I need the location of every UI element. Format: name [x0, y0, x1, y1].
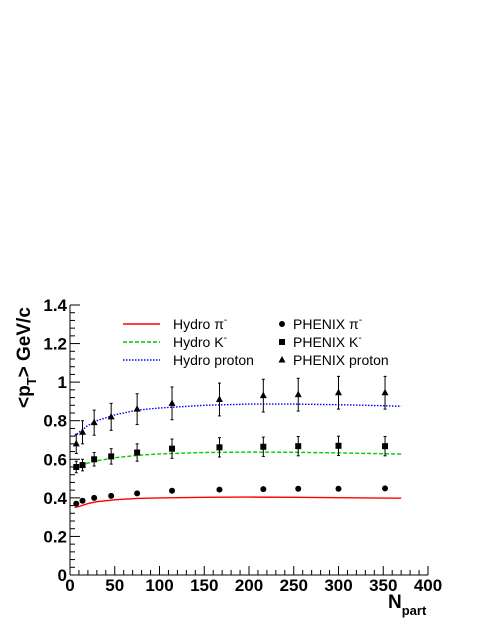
- y-axis-title-subscript: T: [24, 377, 39, 385]
- x-tick-label: 300: [324, 576, 352, 595]
- plot-frame: [69, 305, 428, 576]
- legend-label-phenix: PHENIX K-: [293, 333, 362, 350]
- data-point-1: [335, 442, 342, 449]
- y-axis-title-rest: > GeV/c: [14, 307, 35, 378]
- y-tick-label: 1.2: [43, 335, 67, 354]
- y-tick-label: 0.6: [43, 450, 67, 469]
- x-axis-title-subscript: part: [402, 603, 427, 618]
- x-tick-label: 0: [65, 576, 74, 595]
- phenix-points: [72, 375, 389, 507]
- data-point-0: [169, 487, 176, 494]
- legend-marker-phenix: [279, 321, 285, 327]
- data-point-1: [260, 443, 267, 450]
- legend-label-phenix: PHENIX proton: [293, 352, 389, 368]
- data-point-1: [169, 445, 176, 452]
- y-tick-label: 0: [58, 566, 67, 585]
- legend-label-phenix: PHENIX π-: [293, 315, 362, 332]
- x-tick-label: 400: [414, 576, 442, 595]
- data-point-1: [108, 453, 115, 460]
- y-tick-label: 0.8: [43, 412, 67, 431]
- data-point-1: [91, 456, 98, 463]
- data-point-0: [335, 485, 342, 492]
- data-point-1: [73, 464, 80, 470]
- data-point-0: [382, 485, 389, 492]
- y-tick-label: 0.4: [43, 489, 67, 508]
- data-point-2: [335, 388, 342, 396]
- data-point-2: [90, 418, 98, 426]
- legend-label-hydro: Hydro proton: [173, 352, 254, 368]
- data-point-2: [168, 399, 176, 406]
- y-tick-label: 0.2: [43, 527, 67, 546]
- data-point-0: [73, 500, 80, 507]
- x-axis: 0 50 100 150 200 250 300 350 400: [65, 566, 442, 595]
- x-tick-label: 250: [280, 576, 308, 595]
- y-axis: 0 0.2 0.4 0.6 0.8 1 1.2 1.4: [43, 296, 80, 585]
- data-point-1: [382, 443, 389, 450]
- hydro-curve-2: [74, 403, 402, 437]
- data-point-0: [295, 485, 302, 492]
- hydro-curve-1: [74, 451, 402, 468]
- x-tick-label: 100: [145, 576, 173, 595]
- legend-label-hydro: Hydro K-: [173, 333, 227, 350]
- x-tick-label: 350: [369, 576, 397, 595]
- data-point-0: [91, 494, 98, 501]
- data-point-1: [216, 444, 223, 451]
- data-point-2: [215, 395, 223, 402]
- hydro-curves: [74, 403, 402, 509]
- data-point-1: [134, 449, 141, 456]
- y-tick-label: 1.4: [43, 296, 67, 315]
- data-point-2: [79, 428, 87, 435]
- data-point-2: [107, 412, 115, 420]
- x-tick-label: 50: [105, 576, 124, 595]
- hydro-curve-0: [74, 496, 402, 509]
- data-point-0: [108, 492, 115, 499]
- legend-marker-phenix: [279, 339, 285, 345]
- data-point-2: [381, 388, 389, 396]
- legend-marker-phenix: [278, 356, 286, 363]
- legend-label-hydro: Hydro π-: [173, 315, 227, 332]
- data-point-0: [260, 486, 267, 493]
- data-point-2: [294, 390, 302, 398]
- y-axis-title: <pT> GeV/c: [14, 307, 39, 408]
- data-point-1: [295, 443, 302, 450]
- data-point-2: [72, 439, 80, 447]
- x-tick-label: 200: [235, 576, 263, 595]
- y-tick-label: 1: [58, 373, 67, 392]
- data-point-2: [259, 391, 267, 399]
- x-axis-title: Npart: [388, 592, 427, 618]
- data-point-0: [79, 497, 86, 504]
- data-point-1: [79, 462, 86, 469]
- x-tick-label: 150: [190, 576, 218, 595]
- data-point-0: [216, 486, 223, 493]
- data-point-2: [133, 405, 141, 412]
- data-point-0: [134, 490, 141, 497]
